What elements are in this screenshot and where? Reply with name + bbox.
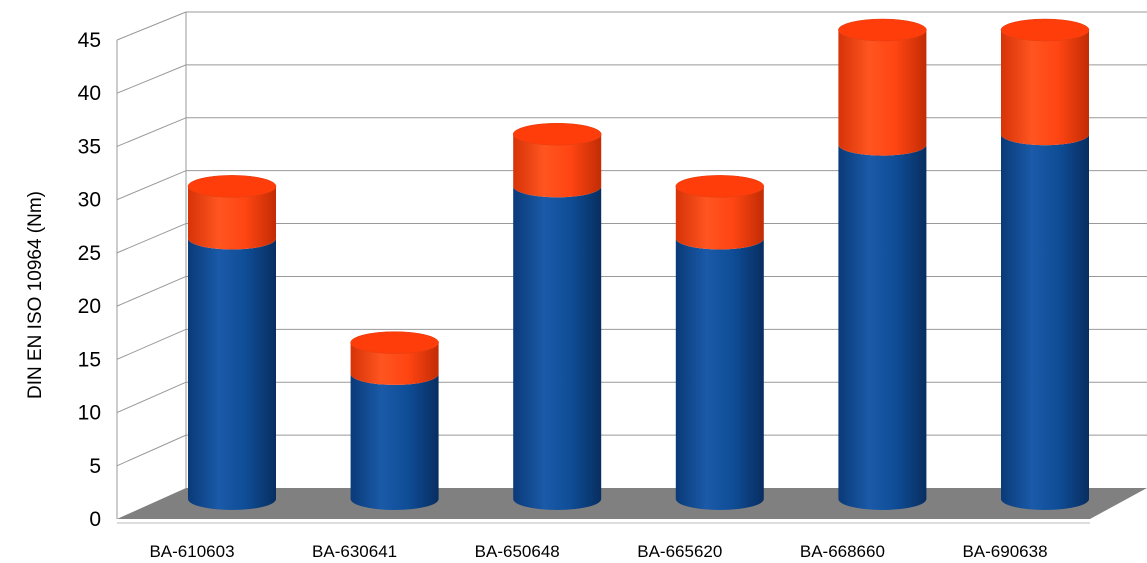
- y-tick-label: 20: [78, 295, 101, 318]
- bar-segment-ba-668660-series-2: [838, 30, 927, 156]
- bar-segment-ba-690638-series-1: [1001, 134, 1089, 510]
- x-tick-label: BA-650648: [475, 542, 560, 561]
- bar-segment-ba-650648-series-1: [513, 186, 602, 511]
- gridline-diagonal: [116, 170, 187, 201]
- bar-top-ba-668660: [838, 18, 927, 42]
- x-tick-label: BA-610603: [149, 542, 234, 561]
- gridline-diagonal: [116, 11, 187, 41]
- bar-segment-ba-610603-series-2: [188, 186, 276, 250]
- y-tick-label: 5: [89, 455, 101, 478]
- y-tick-label: 45: [78, 29, 101, 52]
- y-tick-label: 40: [78, 82, 101, 105]
- y-tick-label: 10: [78, 402, 101, 425]
- bar-segment-ba-630641-series-2: [350, 342, 439, 385]
- x-tick-label: BA-668660: [800, 542, 885, 561]
- gridline-diagonal: [116, 275, 187, 307]
- bar-top-ba-665620: [675, 175, 765, 198]
- bar-segment-ba-610603-series-1: [188, 238, 276, 510]
- bar-top-ba-650648: [512, 122, 602, 146]
- gridline-diagonal: [116, 117, 187, 147]
- gridline-diagonal: [116, 64, 187, 94]
- bar-segment-ba-650648-series-2: [513, 134, 602, 198]
- y-tick-label: 25: [78, 242, 101, 265]
- x-axis-labels: BA-610603 BA-630641 BA-650648 BA-665620 BA-6…: [149, 542, 1047, 561]
- y-tick-label: 15: [78, 348, 101, 371]
- x-tick-label: BA-665620: [637, 542, 722, 561]
- x-tick-label: BA-630641: [312, 542, 397, 561]
- gridline-diagonal: [116, 328, 187, 360]
- bar-segment-ba-630641-series-1: [350, 373, 439, 510]
- bar-top-ba-690638: [1000, 18, 1090, 42]
- bar-segment-ba-690638-series-2: [1001, 30, 1089, 146]
- bar-segment-ba-665620-series-2: [675, 186, 764, 250]
- bar-top-ba-630641: [350, 331, 439, 354]
- y-tick-label: 35: [78, 135, 101, 158]
- bars: [187, 18, 1090, 511]
- y-tick-label: 0: [89, 508, 101, 531]
- y-axis-title: DIN EN ISO 10964 (Nm): [25, 191, 46, 399]
- gridline-diagonal: [116, 434, 187, 467]
- bar-segment-ba-665620-series-1: [675, 238, 764, 510]
- x-tick-label: BA-690638: [962, 542, 1047, 561]
- y-axis-ticks: 0 5 10 15 20 25 30 35 40 45: [78, 29, 101, 531]
- grid: [116, 11, 1147, 519]
- y-tick-label: 30: [78, 189, 101, 212]
- gridline-diagonal: [116, 381, 187, 414]
- bar-segment-ba-668660-series-1: [838, 144, 927, 510]
- bar-top-ba-610603: [187, 175, 277, 198]
- gridline-diagonal: [116, 223, 187, 254]
